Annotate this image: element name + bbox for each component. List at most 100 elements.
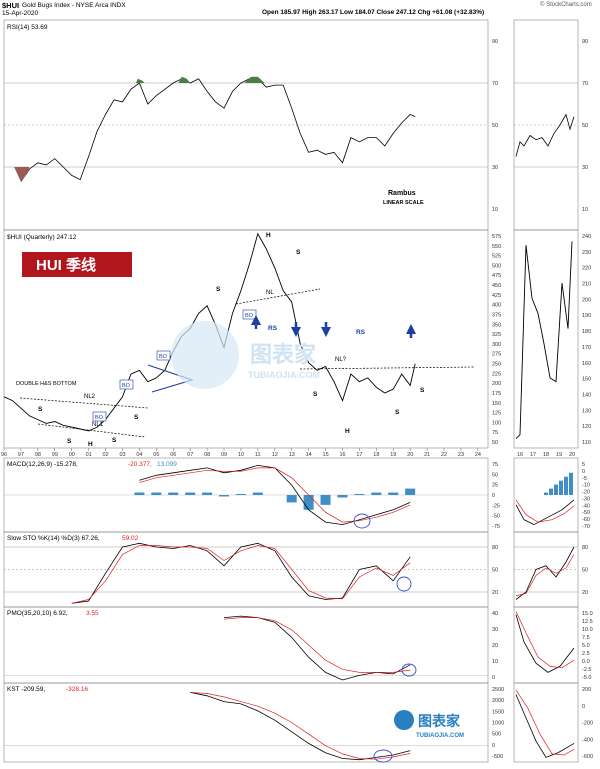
tick-label-pmo: 0 xyxy=(492,675,495,681)
right-shoulder-label: RS xyxy=(268,325,278,332)
tick-label-price: 50 xyxy=(492,440,498,446)
rsi-oversold-fill xyxy=(14,167,30,182)
mini-tick-label-macd: -20 xyxy=(582,490,590,496)
tick-label-kst: -500 xyxy=(492,754,503,760)
mini-macd-histogram-bar xyxy=(564,476,568,495)
macd-histogram-bar xyxy=(354,494,365,495)
mini-tick-label-price: 170 xyxy=(582,345,591,351)
mini-tick-label-pmo: 12.5 xyxy=(582,619,593,625)
x-tick-label: 23 xyxy=(458,452,464,458)
watermark-logo-domain: TUBIAOJIA.COM xyxy=(248,370,320,380)
tick-label-price: 325 xyxy=(492,332,501,338)
tick-label-price: 125 xyxy=(492,411,501,417)
mini-x-tick-label: 19 xyxy=(556,452,562,458)
mini-tick-label-price: 200 xyxy=(582,297,591,303)
rsi-panel-label: RSI(14) 53.69 xyxy=(7,24,48,31)
tick-label-macd: 50 xyxy=(492,472,498,478)
kst-panel-label: KST -209.59, xyxy=(7,686,45,693)
kst-signal-line xyxy=(190,691,411,760)
mini-x-tick-label: 20 xyxy=(569,452,575,458)
mini-tick-label-price: 220 xyxy=(582,266,591,272)
mini-tick-label-kst: -600 xyxy=(582,754,593,760)
x-tick-label: 18 xyxy=(373,452,379,458)
x-tick-label: 15 xyxy=(323,452,329,458)
tick-label-price: 175 xyxy=(492,391,501,397)
shoulder-label: S xyxy=(38,406,43,413)
mini-tick-label-macd: -70 xyxy=(582,524,590,530)
mini-tick-label-price: 180 xyxy=(582,329,591,335)
mini-tick-label-pmo: 7.5 xyxy=(582,635,590,641)
sto-k-line xyxy=(71,542,411,604)
pmo-panel-label: PMO(35,20,10) 6.92, xyxy=(7,610,68,617)
mini-tick-label-macd: -10 xyxy=(582,483,590,489)
tick-label-sto: 50 xyxy=(492,568,498,574)
x-tick-label: 14 xyxy=(306,452,312,458)
macd-histogram-bar xyxy=(168,492,179,495)
watermark-logo-text: 图表家 xyxy=(250,342,317,367)
macd-histogram-bar xyxy=(337,495,348,498)
nl-question-label: NL? xyxy=(335,357,347,363)
mini-tick-label-pmo: 5.0 xyxy=(582,643,590,649)
breakout-label: BO xyxy=(95,415,104,421)
breakout-box xyxy=(242,309,257,320)
x-tick-label: 24 xyxy=(475,452,481,458)
mini-tick-label-sto: 50 xyxy=(582,568,588,574)
watermark-logo-circle xyxy=(171,321,239,389)
macd-histogram-bar xyxy=(405,488,416,495)
macd-histogram-bar xyxy=(151,492,162,495)
sto-d-line xyxy=(71,545,411,604)
mini-pmo-line xyxy=(515,614,575,673)
mini-macd-signal-line xyxy=(515,499,575,523)
rsi-overbought-fill xyxy=(178,76,191,83)
mini-tick-label-macd: 0 xyxy=(582,469,585,475)
tick-label-sto: 20 xyxy=(492,590,498,596)
x-tick-label: 01 xyxy=(86,452,92,458)
x-tick-label: 96 xyxy=(1,452,7,458)
mini-tick-label-pmo: -2.5 xyxy=(582,667,591,673)
x-tick-label: 99 xyxy=(52,452,58,458)
macd-histogram-bar xyxy=(185,492,196,495)
footer-logo-domain: TUBIAOJIA.COM xyxy=(416,733,464,739)
mini-panel-frame-price xyxy=(513,229,579,449)
x-tick-label: 17 xyxy=(356,452,362,458)
mini-panel-frame-pmo xyxy=(513,606,579,684)
tick-label-pmo: 10 xyxy=(492,659,498,665)
tick-label-price: 400 xyxy=(492,303,501,309)
mini-macd-histogram-bar xyxy=(549,488,553,495)
mini-tick-label-macd: -60 xyxy=(582,517,590,523)
macd-histogram-bar xyxy=(320,495,331,505)
tick-label-macd: 25 xyxy=(492,483,498,489)
mini-tick-label-price: 230 xyxy=(582,250,591,256)
mini-tick-label-price: 140 xyxy=(582,392,591,398)
mini-tick-label-price: 150 xyxy=(582,377,591,383)
shoulder-label: S xyxy=(216,286,221,293)
pmo-line xyxy=(223,615,411,681)
neckline-nl xyxy=(235,288,321,305)
breakout-label: BO xyxy=(245,313,254,319)
nl-label: NL xyxy=(266,290,274,296)
shoulder-label: S xyxy=(67,438,72,445)
macd-histogram-value: 13.099 xyxy=(157,461,177,468)
x-tick-label: 02 xyxy=(103,452,109,458)
macd-histogram-bar xyxy=(134,492,145,495)
mini-tick-label-macd: -40 xyxy=(582,503,590,509)
mini-macd-histogram-bar xyxy=(559,480,563,495)
breakout-box xyxy=(119,379,134,390)
macd-histogram-bar xyxy=(235,494,246,495)
tick-label-rsi: 10 xyxy=(492,207,498,213)
tick-label-price: 200 xyxy=(492,381,501,387)
mini-pmo-signal-line xyxy=(515,611,575,669)
nl1-label: NL1 xyxy=(92,422,104,428)
rsi-overbought-fill xyxy=(244,76,265,83)
tick-label-rsi: 50 xyxy=(492,123,498,129)
mini-x-tick-label: 16 xyxy=(517,452,523,458)
tick-label-price: 575 xyxy=(492,234,501,240)
x-tick-label: 10 xyxy=(238,452,244,458)
macd-histogram-bar xyxy=(303,495,314,510)
macd-histogram-bar xyxy=(371,492,382,495)
nl2-label: NL2 xyxy=(84,394,96,400)
mini-tick-label-kst: -400 xyxy=(582,737,593,743)
x-tick-label: 06 xyxy=(170,452,176,458)
price-line xyxy=(3,232,416,432)
